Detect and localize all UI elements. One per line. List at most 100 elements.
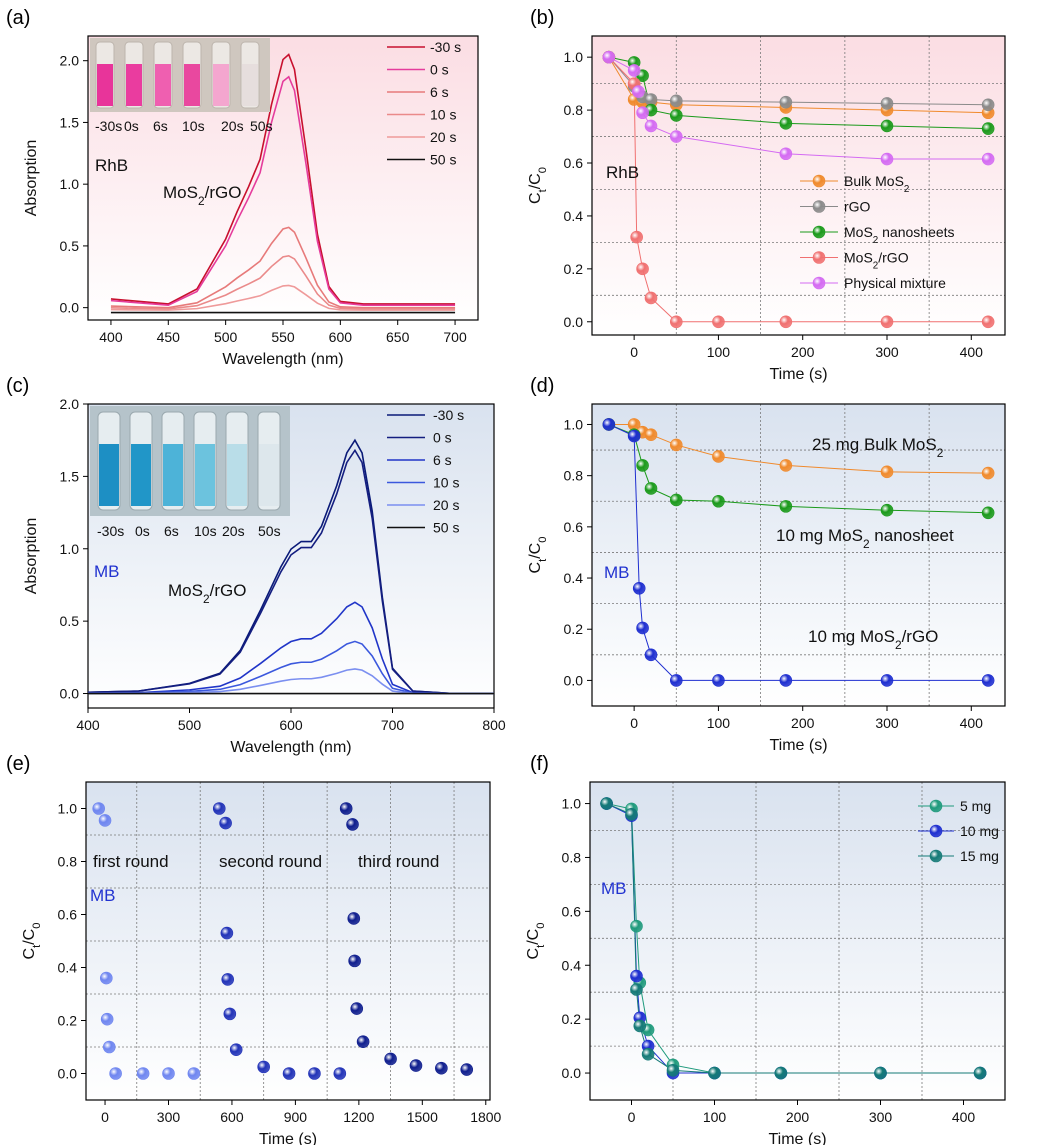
y-tick-label: 0.6 bbox=[58, 907, 78, 923]
data-point bbox=[633, 1019, 647, 1033]
x-tick-label: 450 bbox=[157, 329, 181, 345]
x-axis-label: Time (s) bbox=[769, 366, 827, 383]
data-point bbox=[644, 119, 658, 133]
data-point bbox=[384, 1052, 397, 1066]
x-tick-label: 400 bbox=[960, 344, 984, 360]
inset-label: 10s bbox=[194, 523, 217, 539]
x-tick-label: 300 bbox=[869, 1109, 893, 1125]
x-tick-label: 300 bbox=[875, 344, 899, 360]
data-point bbox=[102, 1040, 116, 1054]
y-axis-label: Ct/C0 bbox=[527, 167, 549, 204]
vial-liquid bbox=[227, 444, 247, 506]
x-tick-label: 1200 bbox=[343, 1109, 374, 1125]
panel-e: 0 300 600 900 1200 1500 1800 0.0 0.2 0.4 0.6 0.8 1.0… bbox=[21, 781, 502, 1145]
data-point bbox=[981, 466, 995, 480]
data-point bbox=[880, 465, 894, 479]
y-tick-label: 0.4 bbox=[564, 208, 584, 224]
legend-label: MoS2/rGO bbox=[844, 250, 909, 272]
data-point bbox=[712, 450, 725, 463]
series-line-0s bbox=[87, 448, 494, 695]
data-point bbox=[636, 262, 649, 276]
y-axis-label: Ct/C0 bbox=[525, 923, 547, 960]
data-point bbox=[880, 152, 894, 166]
y-tick-label: 1.0 bbox=[564, 416, 584, 432]
data-point bbox=[187, 1067, 201, 1080]
data-point bbox=[644, 291, 658, 305]
series-line bbox=[608, 424, 989, 681]
vial-liquid bbox=[97, 64, 113, 106]
x-tick-label: 700 bbox=[443, 329, 467, 345]
y-tick-label: 0.2 bbox=[562, 1011, 582, 1027]
y-tick-label: 0.4 bbox=[562, 957, 582, 973]
data-point bbox=[346, 818, 359, 831]
data-point bbox=[708, 1066, 721, 1080]
series-line bbox=[606, 803, 981, 1074]
y-tick-label: 0.2 bbox=[564, 621, 584, 637]
data-point bbox=[460, 1063, 474, 1076]
y-tick-label: 0.4 bbox=[58, 960, 78, 976]
data-point bbox=[356, 1035, 370, 1048]
annotation-mb: MB bbox=[601, 879, 627, 898]
x-tick-label: 600 bbox=[279, 717, 303, 733]
panel-label-b: (b) bbox=[530, 7, 554, 29]
x-tick-label: 400 bbox=[99, 329, 123, 345]
legend-label: 50 s bbox=[433, 520, 459, 536]
annotation-first-round: first round bbox=[93, 852, 169, 871]
y-axis-label: Absorption bbox=[23, 140, 40, 217]
data-point bbox=[779, 117, 793, 130]
data-point bbox=[880, 674, 894, 687]
series-line-10s bbox=[110, 254, 456, 310]
data-point bbox=[220, 926, 234, 940]
series-line--30s bbox=[110, 53, 456, 305]
data-point bbox=[109, 1067, 122, 1080]
x-tick-label: 700 bbox=[381, 717, 405, 733]
inset-label: 50s bbox=[250, 118, 273, 134]
y-tick-label: 0.0 bbox=[564, 314, 584, 330]
panel-label-c: (c) bbox=[6, 375, 29, 397]
panel-label-f: (f) bbox=[530, 753, 549, 775]
x-tick-label: 550 bbox=[271, 329, 295, 345]
panel-label-a: (a) bbox=[6, 7, 30, 29]
vial-liquid bbox=[126, 64, 142, 106]
y-axis-label: Absorption bbox=[23, 518, 40, 595]
y-tick-label: 1.0 bbox=[60, 541, 80, 557]
data-point bbox=[636, 459, 649, 472]
series-line-20s bbox=[87, 668, 494, 695]
x-axis-label: Time (s) bbox=[769, 737, 827, 754]
data-point bbox=[630, 230, 643, 244]
x-tick-label: 1800 bbox=[470, 1109, 501, 1125]
annotation-mos2rgo: MoS2/rGO bbox=[163, 183, 241, 208]
data-point bbox=[257, 1060, 270, 1074]
data-point bbox=[350, 1002, 364, 1015]
inset-label: 0s bbox=[124, 118, 139, 134]
x-tick-label: 0 bbox=[630, 715, 638, 731]
data-point bbox=[627, 429, 641, 443]
annotation-bulk: 25 mg Bulk MoS2 bbox=[812, 435, 944, 460]
y-tick-label: 0.0 bbox=[60, 300, 80, 316]
data-point bbox=[812, 225, 826, 239]
data-point bbox=[712, 315, 725, 329]
legend-label: -30 s bbox=[430, 39, 461, 55]
data-point bbox=[874, 1066, 887, 1080]
vial-liquid bbox=[259, 444, 279, 506]
data-point bbox=[644, 648, 658, 662]
plot-background bbox=[592, 36, 1005, 335]
data-point bbox=[880, 119, 894, 133]
data-point bbox=[812, 174, 826, 188]
vial-liquid bbox=[99, 444, 119, 506]
series-line-6s bbox=[87, 601, 494, 695]
data-point bbox=[669, 315, 683, 329]
data-point bbox=[880, 315, 894, 329]
data-point bbox=[630, 983, 643, 996]
x-tick-label: 200 bbox=[791, 344, 815, 360]
x-tick-label: 400 bbox=[960, 715, 984, 731]
data-point bbox=[981, 506, 995, 520]
vial-liquid bbox=[155, 64, 171, 106]
legend-label: MoS2 nanosheets bbox=[844, 224, 955, 246]
x-tick-label: 600 bbox=[220, 1109, 244, 1125]
legend-label: 10 mg bbox=[960, 823, 999, 839]
panel-d: 0 100 200 300 400 0.0 0.2 0.4 0.6 0.8 1.0 Time (s) C… bbox=[527, 403, 1006, 754]
vial-liquid bbox=[184, 64, 200, 106]
data-point bbox=[669, 438, 683, 452]
data-point bbox=[632, 581, 646, 595]
